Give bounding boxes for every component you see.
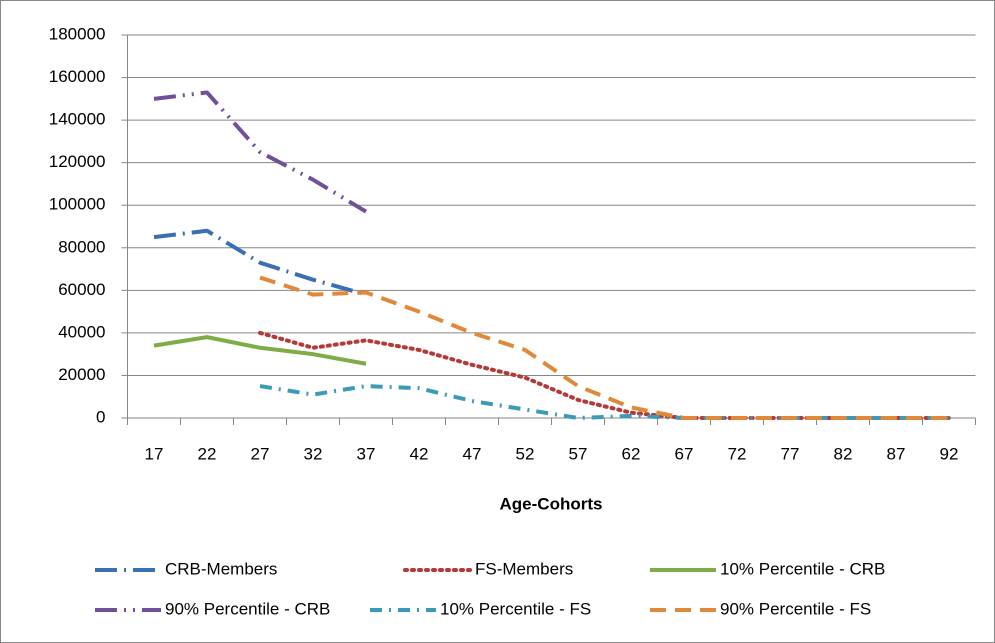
x-tick-label: 57	[569, 444, 588, 463]
x-tick-label: 77	[781, 444, 800, 463]
x-tick-label: 22	[198, 444, 217, 463]
x-tick-label: 87	[887, 444, 906, 463]
legend-label: 90% Percentile - CRB	[165, 599, 330, 618]
legend-label: 10% Percentile - FS	[440, 599, 591, 618]
y-tick-label: 80000	[58, 237, 105, 256]
y-tick-label: 100000	[49, 195, 106, 214]
series-line	[153, 228, 367, 297]
x-tick-label: 27	[251, 444, 270, 463]
x-tick-label: 47	[463, 444, 482, 463]
x-tick-label: 52	[516, 444, 535, 463]
y-tick-label: 160000	[49, 67, 106, 86]
x-tick-label: 67	[675, 444, 694, 463]
series-line	[153, 90, 368, 214]
series-line	[259, 275, 949, 420]
x-tick-label: 37	[357, 444, 376, 463]
x-axis-title: Age-Cohorts	[500, 494, 603, 513]
y-tick-label: 40000	[58, 322, 105, 341]
legend-label: 90% Percentile - FS	[720, 599, 871, 618]
x-tick-label: 72	[728, 444, 747, 463]
y-tick-label: 0	[96, 407, 105, 426]
x-tick-label: 32	[304, 444, 323, 463]
legend-label: CRB-Members	[165, 559, 277, 578]
series-line	[153, 335, 367, 366]
y-tick-label: 60000	[58, 280, 105, 299]
series-line	[259, 384, 949, 420]
legend-label: 10% Percentile - CRB	[720, 559, 885, 578]
x-tick-label: 17	[145, 444, 164, 463]
y-tick-label: 180000	[49, 24, 106, 43]
y-tick-label: 120000	[49, 152, 106, 171]
y-tick-label: 20000	[58, 365, 105, 384]
y-tick-label: 140000	[49, 110, 106, 129]
x-tick-label: 92	[940, 444, 959, 463]
legend-label: FS-Members	[475, 559, 573, 578]
x-tick-label: 62	[622, 444, 641, 463]
x-tick-label: 82	[834, 444, 853, 463]
x-tick-label: 42	[410, 444, 429, 463]
